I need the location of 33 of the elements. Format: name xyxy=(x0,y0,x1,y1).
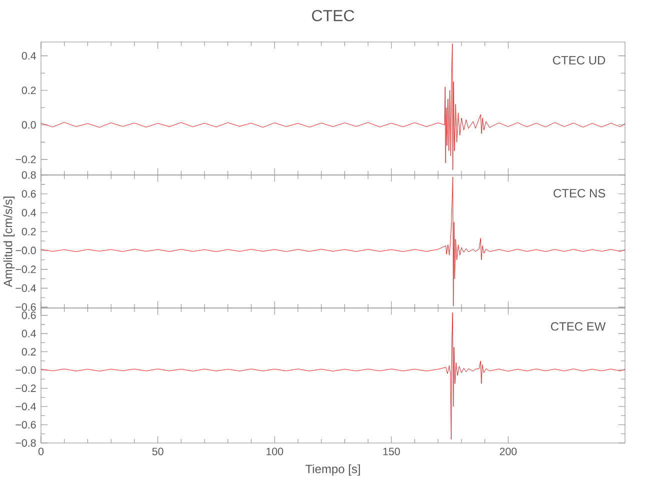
annotation: CTEC NS xyxy=(554,189,606,198)
x-tick-label: 200 xyxy=(500,448,517,456)
y-axis-title: Amplitud [cm/s/s] xyxy=(3,196,15,288)
y-tick-label: −0.0 xyxy=(16,366,36,374)
y-tick-label: 0.4 xyxy=(22,208,36,217)
x-tick-label: 150 xyxy=(383,448,400,456)
y-tick-label: 0.4 xyxy=(22,330,36,338)
y-tick-label: −0.2 xyxy=(16,156,36,164)
y-tick-label: −0.0 xyxy=(16,246,36,254)
y-tick-label: 0.0 xyxy=(22,121,36,129)
line-series xyxy=(41,43,626,170)
x-axis-title: Tiempo [s] xyxy=(305,464,360,476)
y-tick-label: 0.2 xyxy=(22,228,36,236)
x-tick-label: 0 xyxy=(38,448,44,456)
y-tick-label: 0.8 xyxy=(22,171,36,179)
y-tick-label: −0.6 xyxy=(16,420,36,429)
y-tick-label: −0.2 xyxy=(16,266,36,274)
x-tick-label: 100 xyxy=(266,448,284,456)
y-tick-label: −0.4 xyxy=(16,402,36,410)
y-tick-label: 0.6 xyxy=(22,312,36,320)
y-tick-label: 0.2 xyxy=(22,86,36,94)
y-tick-label: −0.4 xyxy=(16,284,36,292)
annotation: CTEC EW xyxy=(550,322,606,331)
line-series xyxy=(41,312,626,440)
y-tick-label: −0.8 xyxy=(16,439,36,447)
y-tick-label: 0.6 xyxy=(22,190,36,198)
annotation: CTEC UD xyxy=(552,56,606,65)
x-tick-label: 50 xyxy=(152,448,164,456)
y-tick-label: −0.6 xyxy=(16,303,36,311)
chart-title: CTEC xyxy=(312,10,354,22)
y-tick-label: 0.2 xyxy=(22,348,36,356)
y-tick-label: 0.4 xyxy=(22,52,36,60)
y-tick-label: −0.2 xyxy=(16,384,36,392)
